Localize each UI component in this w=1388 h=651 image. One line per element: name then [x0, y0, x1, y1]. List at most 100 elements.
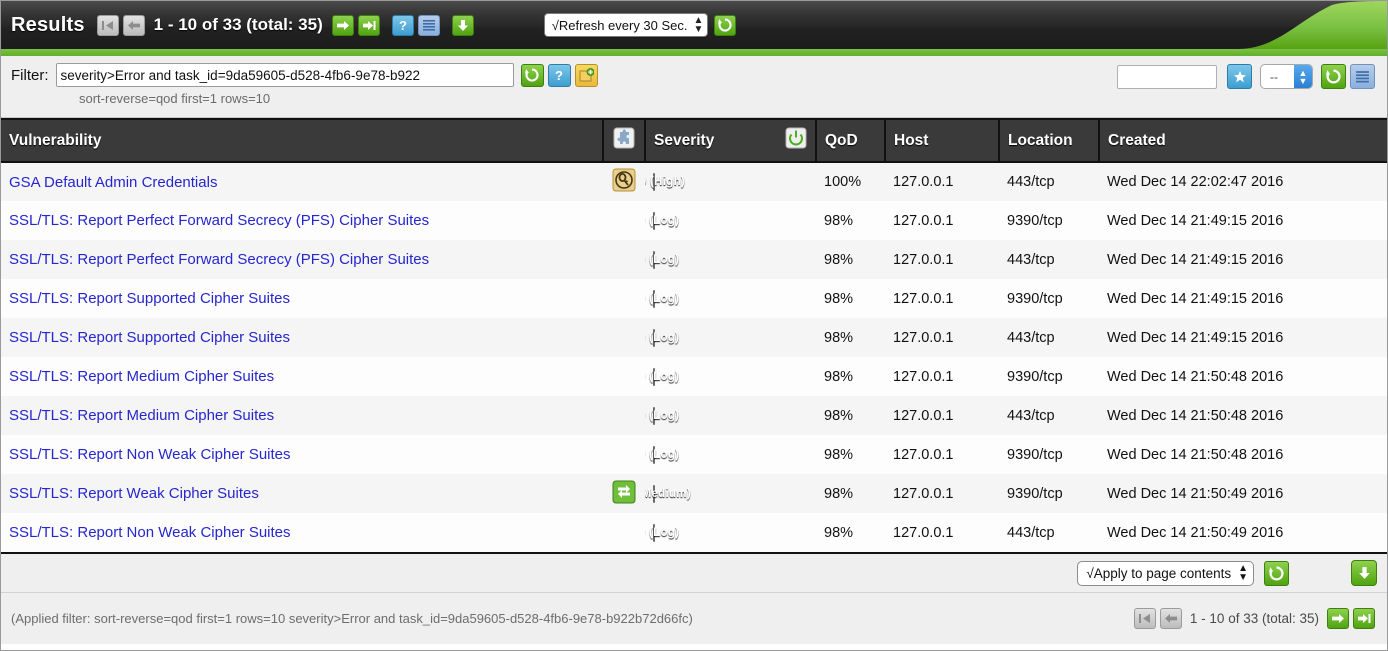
cell-location: 443/tcp [999, 513, 1099, 552]
table-row: SSL/TLS: Report Medium Cipher Suites 0.0 … [1, 396, 1387, 435]
next-page-icon[interactable] [1327, 608, 1349, 629]
severity-bar: 10.0 (High) [645, 173, 685, 191]
column-header-severity-label: Severity [654, 131, 715, 149]
cell-created: Wed Dec 14 21:50:48 2016 [1099, 357, 1387, 396]
previous-page-icon[interactable] [1159, 608, 1182, 629]
cell-vulnerability: SSL/TLS: Report Medium Cipher Suites [1, 357, 603, 396]
first-page-icon[interactable] [1133, 608, 1156, 629]
cell-solution-icon [603, 240, 645, 279]
cell-host[interactable]: 127.0.0.1 [885, 474, 999, 513]
column-header-qod-label: QoD [825, 131, 858, 149]
cell-location: 9390/tcp [999, 201, 1099, 240]
vulnerability-link[interactable]: SSL/TLS: Report Medium Cipher Suites [9, 407, 275, 424]
cell-severity: 0.0 (Log) [645, 435, 816, 474]
titlebar: Results 1 - 10 of 33 (total: 35) ? [1, 1, 1387, 49]
svg-text:?: ? [555, 68, 563, 83]
filter-list-icon[interactable] [1350, 64, 1375, 89]
vulnerability-link[interactable]: GSA Default Admin Credentials [9, 173, 218, 191]
new-filter-icon[interactable] [574, 63, 598, 87]
filter-name-input[interactable] [1117, 64, 1217, 89]
cell-qod: 98% [816, 435, 885, 474]
cell-host[interactable]: 127.0.0.1 [885, 435, 999, 474]
cell-host[interactable]: 127.0.0.1 [885, 318, 999, 357]
key-solution-icon[interactable] [612, 168, 636, 196]
column-header-severity[interactable]: Severity [645, 118, 817, 163]
vulnerability-link[interactable]: SSL/TLS: Report Perfect Forward Secrecy … [9, 251, 430, 268]
cell-created: Wed Dec 14 21:49:15 2016 [1099, 201, 1387, 240]
previous-page-icon[interactable] [122, 14, 145, 36]
table-row: SSL/TLS: Report Supported Cipher Suites 0… [1, 318, 1387, 357]
cell-qod: 98% [816, 396, 885, 435]
cell-solution-icon [603, 396, 645, 435]
cell-host[interactable]: 127.0.0.1 [885, 279, 999, 318]
vulnerability-link[interactable]: SSL/TLS: Report Non Weak Cipher Suites [9, 524, 291, 541]
cell-solution-icon [603, 513, 645, 552]
cell-vulnerability: SSL/TLS: Report Supported Cipher Suites [1, 279, 603, 318]
column-header-qod[interactable]: QoD [816, 118, 886, 163]
vulnerability-link[interactable]: SSL/TLS: Report Non Weak Cipher Suites [9, 446, 291, 463]
cell-created: Wed Dec 14 21:50:49 2016 [1099, 513, 1387, 552]
cell-vulnerability: SSL/TLS: Report Non Weak Cipher Suites [1, 513, 603, 552]
column-header-location[interactable]: Location [999, 118, 1100, 163]
cell-severity: 0.0 (Log) [645, 279, 816, 318]
puzzle-piece-icon [613, 127, 635, 153]
green-arrows-solution-icon[interactable] [612, 480, 636, 508]
filter-help-icon[interactable]: ? [547, 63, 571, 87]
vulnerability-link[interactable]: SSL/TLS: Report Supported Cipher Suites [9, 329, 290, 346]
first-page-icon[interactable] [96, 14, 119, 36]
column-header-solution-type[interactable] [603, 118, 646, 163]
cell-location: 9390/tcp [999, 474, 1099, 513]
download-icon[interactable] [451, 14, 474, 36]
refresh-icon[interactable] [714, 14, 737, 36]
vulnerability-link[interactable]: SSL/TLS: Report Weak Cipher Suites [9, 485, 259, 502]
filter-input[interactable] [55, 63, 514, 87]
list-icon[interactable] [417, 14, 440, 36]
cell-host[interactable]: 127.0.0.1 [885, 513, 999, 552]
star-icon[interactable] [1227, 64, 1252, 89]
cell-qod: 98% [816, 201, 885, 240]
cell-solution-icon [603, 201, 645, 240]
next-page-icon[interactable] [331, 14, 354, 36]
vulnerability-link[interactable]: SSL/TLS: Report Supported Cipher Suites [9, 290, 290, 307]
saved-filter-select[interactable]: -- ▲ ▼ [1260, 64, 1313, 89]
last-page-icon[interactable] [357, 14, 380, 36]
help-icon[interactable]: ? [391, 14, 414, 36]
cell-solution-icon [603, 357, 645, 396]
cell-created: Wed Dec 14 21:50:49 2016 [1099, 474, 1387, 513]
cell-qod: 98% [816, 318, 885, 357]
footer-download-icon[interactable] [1351, 560, 1377, 586]
severity-bar: 0.0 (Log) [645, 406, 679, 425]
footer-refresh-icon[interactable] [1264, 560, 1289, 586]
cell-vulnerability: SSL/TLS: Report Medium Cipher Suites [1, 396, 603, 435]
cell-host[interactable]: 127.0.0.1 [885, 396, 999, 435]
cell-host[interactable]: 127.0.0.1 [885, 162, 999, 201]
cell-solution-icon [603, 474, 645, 513]
column-header-host[interactable]: Host [885, 118, 1000, 163]
cell-solution-icon [603, 435, 645, 474]
vulnerability-link[interactable]: SSL/TLS: Report Medium Cipher Suites [9, 368, 275, 385]
table-row: SSL/TLS: Report Perfect Forward Secrecy … [1, 240, 1387, 279]
filter-refresh-icon[interactable] [1321, 64, 1346, 89]
cell-host[interactable]: 127.0.0.1 [885, 357, 999, 396]
saved-filter-value: -- [1270, 69, 1278, 84]
column-header-host-label: Host [894, 131, 929, 149]
cell-solution-icon [603, 318, 645, 357]
column-header-created[interactable]: Created [1099, 118, 1387, 163]
cell-created: Wed Dec 14 21:49:15 2016 [1099, 279, 1387, 318]
severity-bar: 0.0 (Log) [645, 328, 679, 347]
power-icon[interactable] [785, 127, 807, 154]
cell-vulnerability: SSL/TLS: Report Perfect Forward Secrecy … [1, 240, 603, 279]
pagination-count: 1 - 10 of 33 (total: 35) [153, 15, 323, 34]
column-header-vulnerability[interactable]: Vulnerability [1, 118, 604, 163]
refresh-interval-select[interactable]: √Refresh every 30 Sec. ▲ ▼ [543, 13, 709, 37]
vulnerability-link[interactable]: SSL/TLS: Report Perfect Forward Secrecy … [9, 212, 430, 229]
cell-location: 443/tcp [999, 396, 1099, 435]
apply-scope-select[interactable]: √Apply to page contents ▲ ▼ [1077, 560, 1254, 586]
cell-location: 443/tcp [999, 318, 1099, 357]
refresh-interval-group: √Refresh every 30 Sec. ▲ ▼ [543, 13, 739, 37]
cell-host[interactable]: 127.0.0.1 [885, 240, 999, 279]
cell-host[interactable]: 127.0.0.1 [885, 201, 999, 240]
last-page-icon[interactable] [1353, 608, 1375, 629]
filter-update-icon[interactable] [520, 63, 544, 87]
